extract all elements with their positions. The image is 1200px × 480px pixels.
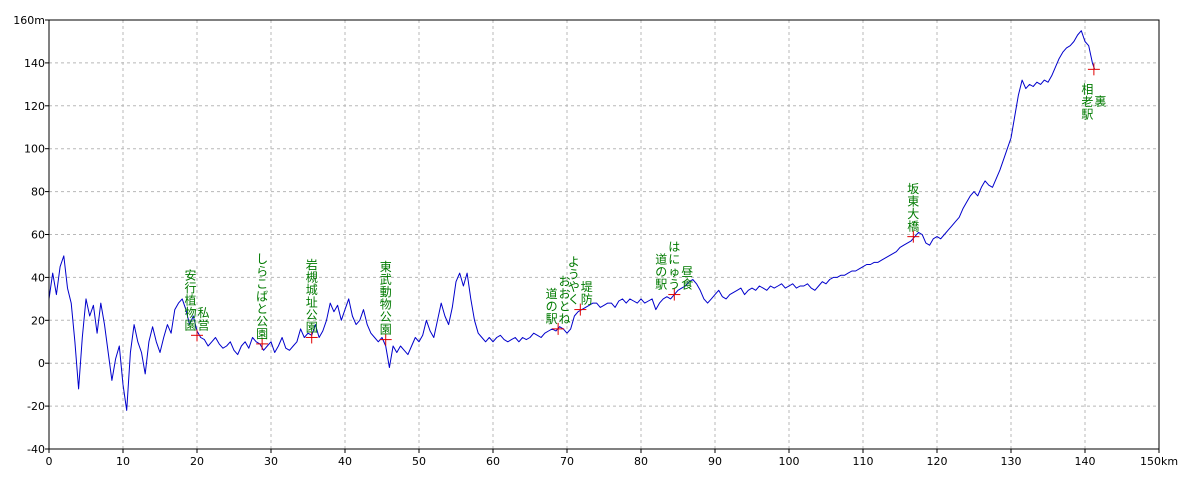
x-tick-label: 90 [708, 455, 722, 468]
waypoint-marker [256, 337, 269, 350]
x-tick-label: 10 [116, 455, 130, 468]
x-tick-label: 50 [412, 455, 426, 468]
waypoint-marker [668, 288, 681, 301]
x-tick-label: 0 [46, 455, 53, 468]
y-tick-label: 120 [24, 100, 45, 113]
waypoint-label: しらこばと公園 [256, 252, 268, 341]
series-line-layer [48, 30, 1096, 411]
waypoint-marker [907, 230, 920, 243]
waypoint-marker [574, 303, 587, 316]
x-tick-label: 20 [190, 455, 204, 468]
waypoint-label: 坂東大橋 [907, 182, 919, 234]
waypoint-label: 道の駅はにゅう昼食 [655, 240, 693, 292]
x-tick-label: 40 [338, 455, 352, 468]
x-tick-label: 110 [853, 455, 874, 468]
x-tick-label: 120 [927, 455, 948, 468]
waypoint-label: 相老駅裏 [1081, 82, 1106, 121]
x-tick-label: 140 [1075, 455, 1096, 468]
x-tick-label: 130 [1001, 455, 1022, 468]
y-axis-ticks: 160m 140 120 100 80 60 40 20 0 -20 -40 [13, 14, 49, 456]
waypoint-marker [552, 322, 565, 335]
waypoint-label: 道の駅おおとね [546, 274, 571, 326]
y-tick-label: 0 [38, 357, 45, 370]
waypoint-marker [305, 331, 318, 344]
y-tick-label: 80 [31, 186, 45, 199]
waypoint-label: 岩槻城址公園 [306, 257, 318, 335]
x-tick-label: 70 [560, 455, 574, 468]
y-tick-label: -20 [27, 400, 45, 413]
y-tick-label: 20 [31, 314, 45, 327]
waypoint-marker [1087, 63, 1100, 76]
waypoint-marker [379, 333, 392, 346]
x-tick-label: 60 [486, 455, 500, 468]
y-tick-label: 40 [31, 271, 45, 284]
x-tick-label: 30 [264, 455, 278, 468]
y-tick-label: 60 [31, 229, 45, 242]
x-tick-label: 150km [1140, 455, 1178, 468]
elevation-series-line [48, 30, 1096, 411]
x-axis-ticks: 0 10 20 30 40 50 60 70 80 90 100 110 120 130 140 150km [46, 449, 1178, 468]
y-tick-label: -40 [27, 443, 45, 456]
y-tick-label: 140 [24, 57, 45, 70]
waypoint-label: ようやく堤防 [568, 255, 593, 307]
y-tick-label: 160m [13, 14, 45, 27]
x-tick-label: 100 [779, 455, 800, 468]
markers [191, 63, 1100, 350]
waypoint-marker [191, 329, 203, 342]
y-tick-label: 100 [24, 143, 45, 156]
x-tick-label: 80 [634, 455, 648, 468]
waypoint-label: 東武動物公園 [380, 260, 392, 337]
waypoint-label: 安行植物園私営 [184, 267, 209, 332]
